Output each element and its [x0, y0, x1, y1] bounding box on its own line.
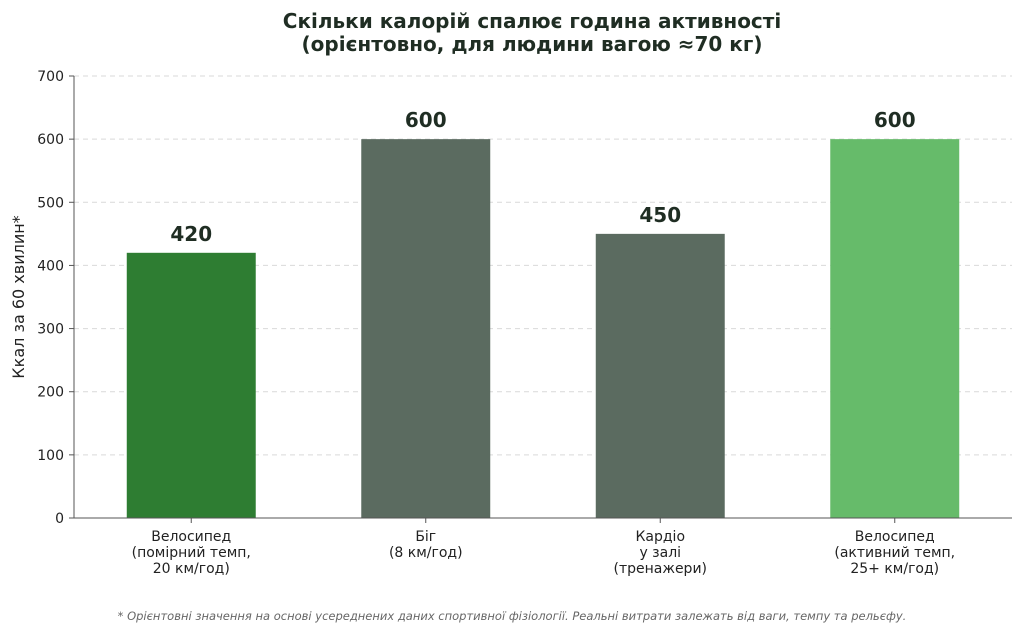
y-tick-label: 700: [37, 69, 64, 85]
category-label: Біг: [415, 529, 436, 545]
y-tick-label: 300: [37, 322, 64, 338]
chart-title: Скільки калорій спалює година активності…: [283, 9, 781, 56]
bar: [830, 139, 960, 518]
category-label: (помірний темп,: [132, 545, 251, 561]
bar-value-label: 600: [405, 108, 447, 132]
category-label: (активний темп,: [834, 545, 955, 561]
y-tick-label: 500: [37, 195, 64, 211]
bar-value-label: 600: [874, 108, 916, 132]
y-tick-label: 600: [37, 132, 64, 148]
data-labels: 420 600 450 600: [170, 108, 915, 246]
y-tick-label: 400: [37, 258, 64, 274]
bar-value-label: 420: [170, 222, 212, 246]
y-tick-label: 0: [55, 511, 64, 527]
y-axis-ticks: 0 100 200 300 400 500 600 700: [37, 69, 74, 527]
bar: [361, 139, 491, 518]
bars: [126, 139, 960, 519]
bar: [126, 252, 256, 519]
x-axis-categories: Велосипед(помірний темп,20 км/год)Біг(8 …: [132, 518, 955, 577]
category-label: (8 км/год): [389, 545, 463, 561]
category-label: Велосипед: [151, 529, 231, 545]
category-label: у залі: [639, 545, 681, 561]
chart-title-line-1: Скільки калорій спалює година активності: [283, 9, 781, 33]
y-tick-label: 100: [37, 448, 64, 464]
chart-title-line-2: (орієнтовно, для людини вагою ≈70 кг): [302, 32, 763, 56]
category-label: 25+ км/год): [850, 561, 939, 577]
bar-value-label: 450: [639, 203, 681, 227]
category-label: 20 км/год): [153, 561, 230, 577]
footnote: * Орієнтовні значення на основі усередне…: [118, 609, 907, 623]
bar: [595, 233, 725, 518]
category-label: Кардіо: [635, 529, 685, 545]
y-axis-label: Ккал за 60 хвилин*: [9, 215, 28, 378]
category-label: (тренажери): [613, 561, 707, 577]
category-label: Велосипед: [855, 529, 935, 545]
y-tick-label: 200: [37, 385, 64, 401]
